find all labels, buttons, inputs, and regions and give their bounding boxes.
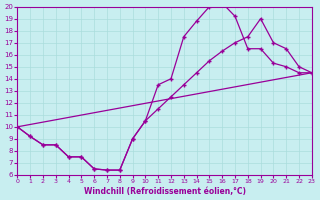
X-axis label: Windchill (Refroidissement éolien,°C): Windchill (Refroidissement éolien,°C) bbox=[84, 187, 245, 196]
